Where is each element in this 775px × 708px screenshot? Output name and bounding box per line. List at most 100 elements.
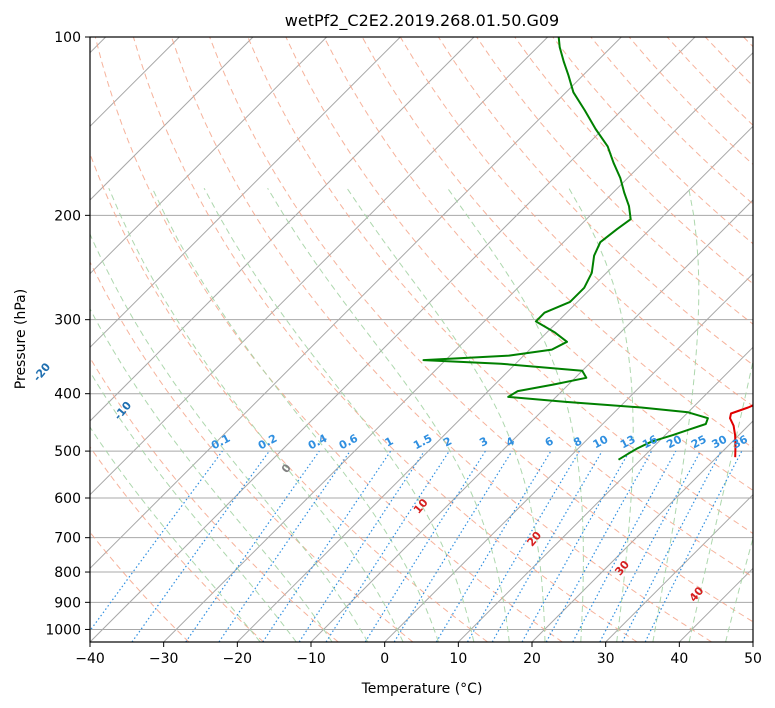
mixing-ratio-line (90, 450, 223, 632)
y-tick-label: 600 (54, 491, 81, 507)
x-axis-title: Temperature (°C) (361, 681, 483, 697)
dry-adiabat (666, 37, 753, 126)
isotherm (90, 37, 622, 570)
y-axis-title: Pressure (hPa) (13, 289, 29, 389)
moist-adiabat (90, 232, 369, 642)
y-tick-label: 700 (54, 531, 81, 547)
temperature-profile-line (729, 404, 753, 458)
mixing-ratio-line (218, 450, 351, 642)
moist-adiabat (151, 187, 439, 642)
mixing-ratio-line (644, 450, 743, 642)
dry-adiabat (90, 446, 264, 642)
mixing-ratio-label: 16 (640, 433, 660, 452)
axes: −40 −30 −20 −10 0 10 20 30 40 50 1000 900 800 700 600 5… (45, 30, 762, 667)
x-tick-label: −40 (75, 651, 105, 667)
moist-adiabat (447, 187, 584, 642)
dry-adiabat (132, 37, 638, 642)
mixing-ratio-label: 3 (477, 434, 490, 449)
isotherm (752, 641, 753, 642)
mixing-ratio-line (185, 450, 320, 642)
mixing-ratio-label: 0.1 (209, 432, 232, 453)
y-tick-label: 200 (54, 208, 81, 224)
isotherm (90, 37, 696, 642)
x-tick-label: 0 (380, 651, 389, 667)
mixing-ratio-line (364, 450, 486, 642)
mixing-ratio-label: 10 (591, 432, 611, 451)
mixing-ratio-label: 6 (543, 434, 556, 449)
isotherm (310, 199, 753, 642)
dry-adiabat (590, 37, 753, 205)
isotherm (605, 493, 753, 642)
moist-adiabat-label: 40 (687, 584, 707, 604)
isotherm (384, 272, 753, 642)
x-tick-label: 20 (523, 651, 541, 667)
mixing-ratio-label: 20 (664, 432, 684, 451)
isotherm (457, 346, 753, 642)
moist-adiabat (90, 307, 333, 642)
x-tick-label: 10 (449, 651, 467, 667)
dry-adiabat (476, 37, 753, 325)
x-tick-label: −10 (296, 651, 326, 667)
mixing-ratio-line (572, 450, 677, 642)
dry-adiabat (704, 37, 753, 87)
isotherm (90, 37, 328, 275)
chart-title: wetPf2_C2E2.2019.268.01.50.G09 (285, 11, 559, 31)
mixing-ratio-label: 36 (730, 433, 750, 452)
moist-adiabat (203, 187, 475, 642)
dry-adiabat-label: -20 (31, 360, 54, 384)
plot-frame (89, 36, 754, 643)
dry-adiabat (247, 37, 753, 578)
mixing-ratio-line (393, 450, 513, 642)
moist-adiabat (725, 536, 753, 642)
mixing-ratio-line (545, 450, 653, 642)
y-tick-label: 1000 (45, 622, 81, 638)
y-tick-label: 100 (54, 30, 81, 46)
mixing-ratio-label: 1.5 (411, 432, 434, 453)
dry-adiabat (90, 356, 339, 642)
dry-adiabat (323, 37, 753, 491)
isotherm (236, 125, 753, 642)
moist-adiabat (267, 187, 510, 642)
y-tick-label: 400 (54, 387, 81, 403)
dry-adiabat (94, 37, 563, 642)
mixing-ratio-label: 8 (571, 434, 584, 449)
isotherm (90, 37, 401, 349)
isotherm (678, 567, 753, 642)
moist-adiabat-label: 10 (411, 496, 431, 516)
x-tick-label: 40 (670, 651, 688, 667)
mixing-ratio-line (599, 450, 702, 642)
moist-adiabat (346, 187, 546, 642)
y-tick-label: 900 (54, 595, 81, 611)
mixing-ratio-label: 30 (710, 433, 730, 452)
dry-adiabat (552, 37, 753, 245)
isotherm (163, 51, 753, 642)
isotherm (90, 37, 475, 422)
dry-adiabat (90, 152, 488, 642)
x-tick-label: −30 (149, 651, 179, 667)
mixing-ratio-line (131, 450, 270, 642)
y-tick-label: 300 (54, 313, 81, 329)
moist-adiabat-label: 20 (524, 529, 544, 549)
y-tick-label: 500 (54, 444, 81, 460)
dry-adiabat (285, 37, 753, 535)
mixing-ratio-label: 25 (689, 433, 709, 452)
isotherm (531, 420, 753, 642)
mixing-ratio-line (521, 450, 631, 642)
mixing-ratio-line (298, 450, 425, 642)
series-layer (422, 37, 753, 461)
moist-adiabat (90, 426, 261, 642)
dry-adiabat (743, 37, 753, 48)
grid-layer (90, 37, 753, 642)
dry-adiabat (209, 37, 753, 623)
moist-adiabat (108, 188, 404, 642)
mixing-ratio-label: 2 (441, 434, 454, 449)
dewpoint-profile-line (422, 37, 709, 461)
mixing-ratio-line (325, 450, 450, 642)
moist-adiabat (90, 370, 297, 642)
dry-adiabat (171, 37, 712, 642)
moist-adiabat (568, 187, 634, 642)
dry-adiabat (514, 37, 753, 285)
x-tick-label: 50 (744, 651, 762, 667)
mixing-ratio-label: 13 (618, 433, 638, 452)
